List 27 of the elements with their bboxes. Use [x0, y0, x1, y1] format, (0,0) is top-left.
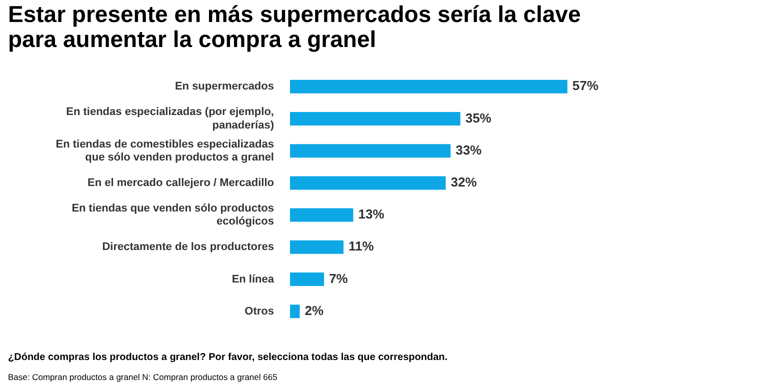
y-tick-label: En tiendas que venden sólo productos ecológicos	[72, 202, 274, 228]
data-label: 33%	[456, 142, 482, 158]
y-tick-label: Directamente de los productores	[102, 241, 274, 254]
data-label: 11%	[348, 238, 374, 254]
y-tick-label: En tiendas especializadas (por ejemplo, panaderías)	[66, 106, 274, 132]
data-label: 2%	[304, 302, 324, 318]
bar	[290, 208, 354, 222]
bar	[290, 240, 344, 254]
y-tick-label: En tiendas de comestibles especializadas que sólo venden productos a granel	[56, 138, 274, 164]
bar	[290, 144, 451, 158]
y-tick-label: En el mercado callejero / Mercadillo	[88, 176, 274, 189]
text: Base: Compran productos a granel N: Compran productos a granel 665	[8, 372, 278, 382]
bar	[290, 176, 446, 190]
bar	[290, 304, 300, 318]
chart-title: Estar presente en más supermercados sería la clave para aumentar la compra a granel	[8, 1, 582, 52]
bar	[290, 112, 460, 126]
y-tick-label: En supermercados	[174, 80, 274, 93]
data-label: 57%	[572, 78, 599, 94]
bar	[290, 80, 568, 94]
data-label: 7%	[329, 270, 348, 286]
data-label: 35%	[465, 110, 492, 126]
y-tick-label: Otros	[244, 305, 274, 318]
data-label: 32%	[450, 174, 478, 190]
y-tick-label: En línea	[232, 273, 275, 286]
data-label: 13%	[358, 206, 385, 222]
bar	[290, 272, 324, 286]
text: ¿Dónde compras los productos a granel? Por favor, selecciona todas las que correspondan.	[8, 352, 448, 363]
